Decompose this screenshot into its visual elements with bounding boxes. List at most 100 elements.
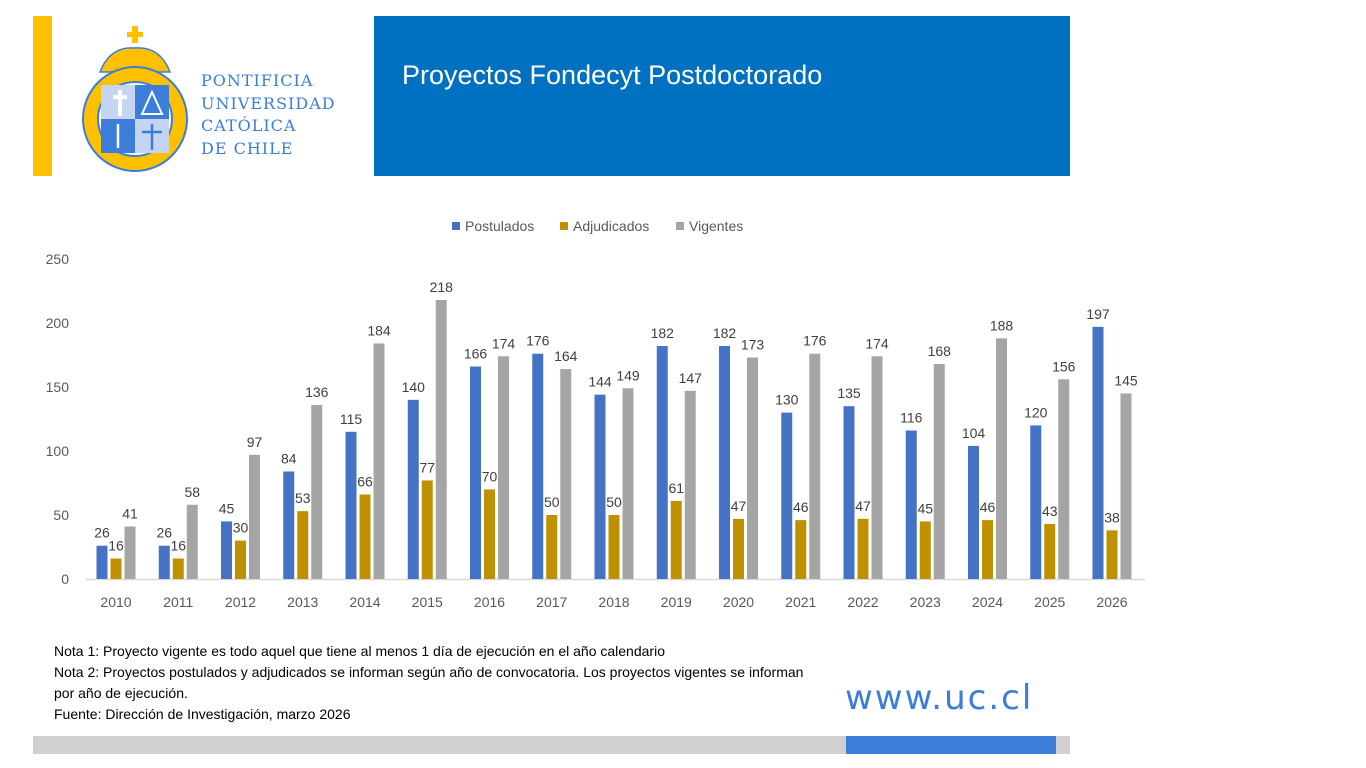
data-label: 147 [679,370,703,386]
data-label: 173 [741,337,765,353]
x-tick-label: 2018 [598,594,629,610]
bar-postulados [968,445,979,579]
bar-adjudicados [297,511,309,579]
bar-vigentes [996,338,1007,579]
data-label: 50 [544,494,560,510]
bar-vigentes [498,356,509,579]
data-label: 168 [928,343,952,359]
bar-vigentes [249,454,260,579]
bar-adjudicados [608,515,620,579]
data-label: 218 [430,279,454,295]
bar-vigentes [747,357,758,579]
data-label: 188 [990,317,1014,333]
bar-adjudicados [421,480,433,579]
data-label: 166 [464,346,488,362]
x-tick-label: 2011 [163,594,193,610]
bar-vigentes [1120,393,1132,579]
bar-adjudicados [110,558,122,579]
bar-chart: 0 50 100 150 200 250 Postulados Adjudicados Vige… [46,218,1145,610]
bar-postulados [781,412,793,579]
x-tick-label: 2024 [972,594,1003,610]
data-label: 47 [731,498,747,514]
data-label: 66 [357,474,373,490]
bar-vigentes [435,299,447,579]
x-tick-label: 2017 [536,594,567,610]
bar-postulados [1030,425,1042,579]
uc-seal-logo [82,26,188,172]
bar-adjudicados [919,521,931,579]
data-label: 140 [402,379,426,395]
bar-adjudicados [982,520,993,579]
data-label: 30 [233,520,249,536]
data-label: 144 [588,374,612,390]
bar-adjudicados [172,558,184,579]
data-label: 136 [305,384,329,400]
x-tick-label: 2023 [910,594,941,610]
bar-adjudicados [235,540,246,579]
y-tick-label: 0 [61,571,69,587]
notes: Nota 1: Proyecto vigente es todo aquel q… [54,641,824,725]
note-1: Nota 1: Proyecto vigente es todo aquel q… [54,643,665,659]
page-title: Proyectos Fondecyt Postdoctorado [402,60,823,90]
website-link[interactable]: www.uc.cl [845,678,1034,718]
bar-adjudicados [484,489,495,579]
bar-vigentes [311,404,323,579]
bar-vigentes [622,388,634,579]
data-label: 104 [962,425,986,441]
bar-postulados [407,399,419,579]
data-label: 115 [340,411,363,427]
data-label: 46 [980,499,996,515]
data-label: 61 [668,480,684,496]
data-label: 41 [122,506,138,522]
x-tick-label: 2021 [785,594,816,610]
y-tick-label: 50 [53,507,69,523]
data-label: 176 [526,333,550,349]
data-label: 47 [855,498,871,514]
data-label: 58 [184,484,200,500]
legend-swatch [452,222,460,230]
data-label: 120 [1024,404,1048,420]
data-label: 84 [281,450,297,466]
data-label: 45 [917,500,933,516]
title-banner: Proyectos Fondecyt Postdoctorado [374,16,1070,176]
note-2: Nota 2: Proyectos postulados y adjudicad… [54,664,804,701]
x-tick-label: 2012 [225,594,256,610]
data-label: 16 [170,538,186,554]
data-label: 26 [94,525,110,541]
data-label: 77 [419,459,435,475]
data-label: 116 [900,410,923,426]
bar-vigentes [809,353,821,579]
bar-postulados [96,545,108,579]
bar-adjudicados [733,518,744,579]
bar-postulados [345,431,357,579]
data-label: 50 [606,494,622,510]
x-tick-label: 2016 [474,594,505,610]
data-label: 97 [247,434,263,450]
data-label: 43 [1042,503,1058,519]
bar-adjudicados [546,515,558,579]
legend-label: Adjudicados [573,218,649,234]
bar-postulados [1092,326,1104,579]
bar-vigentes [186,504,198,579]
data-label: 26 [156,525,172,541]
x-tick-label: 2019 [661,594,692,610]
logo-line: CATÓLICA [201,116,297,135]
bar-postulados [221,521,232,579]
data-label: 45 [219,500,235,516]
footer-accent-bar [846,736,1056,754]
bar-vigentes [871,356,883,579]
legend-swatch [560,222,568,230]
y-tick-label: 250 [46,251,70,267]
legend-swatch [676,222,684,230]
data-label: 197 [1086,306,1110,322]
source-note: Fuente: Dirección de Investigación, marz… [54,706,351,722]
bar-postulados [532,353,544,579]
data-label: 16 [108,538,124,554]
data-label: 174 [492,335,516,351]
logo-line: UNIVERSIDAD [201,93,336,113]
y-tick-label: 150 [46,379,70,395]
x-tick-label: 2025 [1034,594,1065,610]
bar-adjudicados [795,520,807,579]
bar-vigentes [560,369,572,579]
legend-label: Vigentes [689,218,743,234]
